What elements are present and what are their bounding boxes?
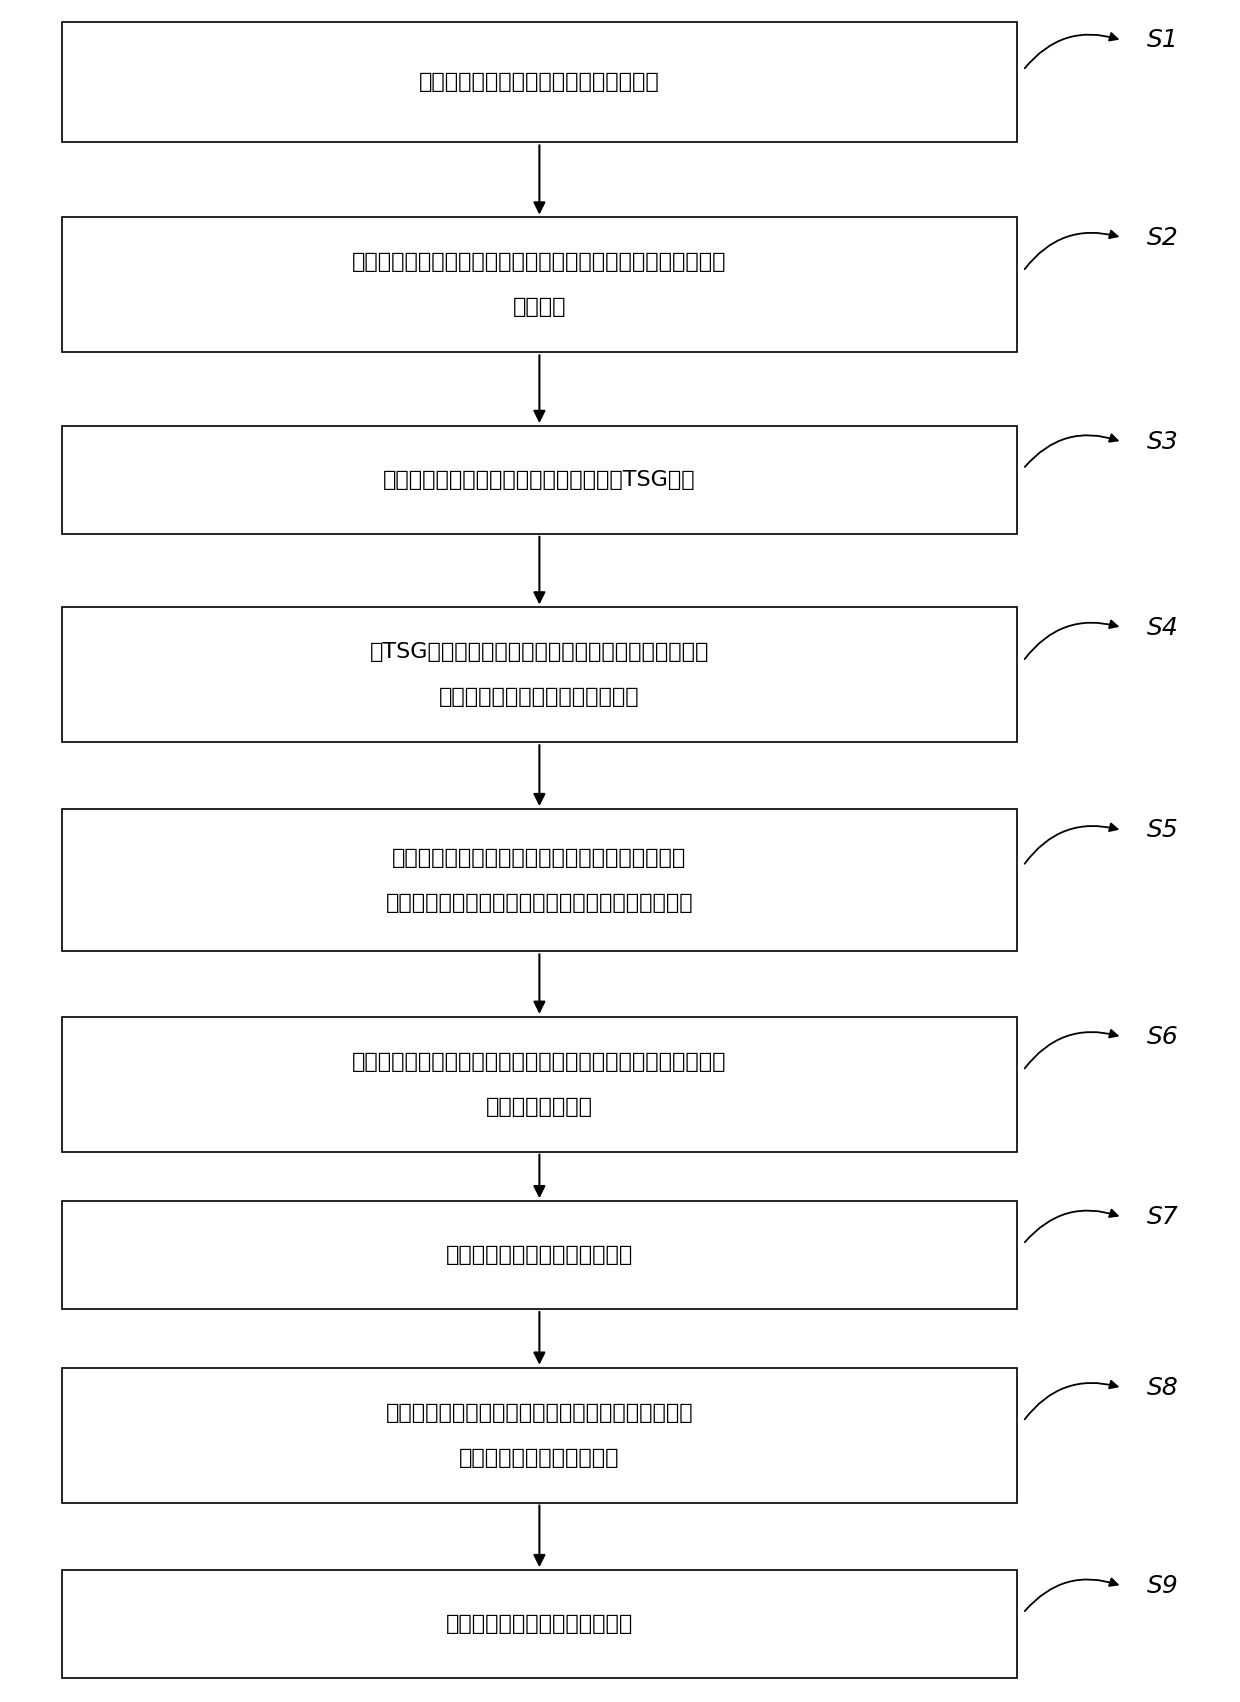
Bar xyxy=(62,808,1017,951)
Text: 主成分构造特征集: 主成分构造特征集 xyxy=(486,1096,593,1117)
Text: 输出分类后的样本的高光谱图像: 输出分类后的样本的高光谱图像 xyxy=(445,1613,634,1634)
Text: 射率反演: 射率反演 xyxy=(512,298,567,317)
Bar xyxy=(62,1202,1017,1309)
Text: 输入训练集对支持向量机进行训练，利用训练好的支: 输入训练集对支持向量机进行训练，利用训练好的支 xyxy=(386,1402,693,1423)
Text: S2: S2 xyxy=(1147,226,1179,250)
Text: 对TSG滤波后的样本的高光谱图像进行黑白掩膜标定，: 对TSG滤波后的样本的高光谱图像进行黑白掩膜标定， xyxy=(370,642,709,662)
Bar xyxy=(62,218,1017,352)
Text: S3: S3 xyxy=(1147,431,1179,454)
Text: 像进行降维，得到样本的高光谱图像的前多个主成分: 像进行降维，得到样本的高光谱图像的前多个主成分 xyxy=(386,894,693,912)
Bar xyxy=(62,426,1017,534)
Text: 基于样本的高光谱图像的标签信息与样本的高光谱图像的前多个: 基于样本的高光谱图像的标签信息与样本的高光谱图像的前多个 xyxy=(352,1052,727,1072)
Text: S4: S4 xyxy=(1147,616,1179,640)
Text: S8: S8 xyxy=(1147,1375,1179,1399)
Text: S5: S5 xyxy=(1147,819,1179,842)
Bar xyxy=(62,608,1017,742)
Bar xyxy=(62,1016,1017,1152)
Bar xyxy=(62,22,1017,143)
Text: 采集样本以及标准反射率板的高光谱图像: 采集样本以及标准反射率板的高光谱图像 xyxy=(419,73,660,92)
Text: S9: S9 xyxy=(1147,1574,1179,1598)
Text: 对反射率反演后的样本的高光谱图像进行TSG滤波: 对反射率反演后的样本的高光谱图像进行TSG滤波 xyxy=(383,470,696,490)
Text: S6: S6 xyxy=(1147,1025,1179,1048)
Text: 利用标准反射率板的高光谱图像数据对样本的高光谱图像进行反: 利用标准反射率板的高光谱图像数据对样本的高光谱图像进行反 xyxy=(352,252,727,272)
Bar xyxy=(62,1368,1017,1503)
Bar xyxy=(62,1569,1017,1678)
Text: 得到样本的高光谱图像的标签信息: 得到样本的高光谱图像的标签信息 xyxy=(439,688,640,708)
Text: 持向量机对测试集进行分类: 持向量机对测试集进行分类 xyxy=(459,1448,620,1467)
Text: 采用主成分析对黑白掩膜标定后的样本的高光谱图: 采用主成分析对黑白掩膜标定后的样本的高光谱图 xyxy=(392,848,687,868)
Text: S1: S1 xyxy=(1147,29,1179,53)
Text: S7: S7 xyxy=(1147,1205,1179,1229)
Text: 从特征集中抽取训练集与测试集: 从特征集中抽取训练集与测试集 xyxy=(445,1246,634,1265)
